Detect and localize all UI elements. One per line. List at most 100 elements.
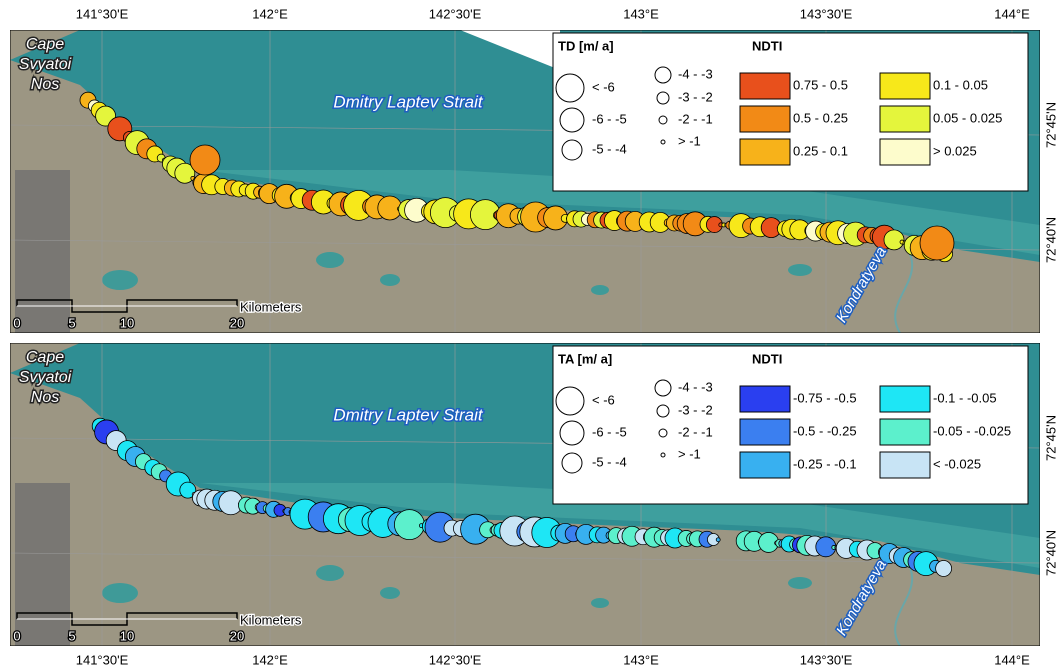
lon-tick-label: 143°30'E	[800, 652, 853, 667]
lake	[591, 285, 609, 295]
size-legend-label: -2 - -1	[678, 424, 713, 439]
place-label: Svyatoi	[19, 56, 72, 73]
color-legend-swatch	[740, 106, 790, 132]
scale-tick-label: 5	[68, 315, 75, 330]
size-legend-symbol	[661, 453, 665, 457]
erosion-point	[190, 145, 220, 175]
lon-tick-label: 142°E	[252, 652, 288, 667]
lake	[788, 264, 812, 276]
color-legend-swatch	[740, 452, 790, 478]
color-legend-label: 0.75 - 0.5	[793, 77, 848, 92]
color-legend-label: -0.5 - -0.25	[793, 423, 857, 438]
scale-tick-label: 5	[68, 628, 75, 643]
color-legend-label: -0.75 - -0.5	[793, 390, 857, 405]
place-label: Nos	[31, 76, 59, 93]
color-legend-label: 0.25 - 0.1	[793, 143, 848, 158]
lon-tick-label: 141°30'E	[76, 652, 129, 667]
strait-label: Dmitry Laptev Strait	[333, 405, 484, 424]
size-legend-title: TD [m/ a]	[558, 38, 614, 53]
color-legend-label: > 0.025	[933, 143, 977, 158]
lake	[788, 577, 812, 589]
size-legend-symbol	[655, 380, 671, 396]
lon-tick-label: 142°E	[252, 6, 288, 21]
lake	[102, 270, 138, 290]
place-label: Cape	[26, 349, 64, 366]
scale-tick-label: 0	[13, 628, 20, 643]
size-legend-label: -5 - -4	[592, 454, 627, 469]
figure: 141°30'E 141°30'E 142°E 142°E 142°30'E 142°30…	[0, 0, 1063, 671]
color-legend-swatch	[880, 386, 930, 412]
size-legend-symbol	[562, 453, 582, 473]
size-legend-label: -3 - -2	[678, 89, 713, 104]
color-legend-swatch	[740, 386, 790, 412]
size-legend-symbol	[556, 387, 584, 415]
erosion-point	[936, 560, 952, 576]
size-legend-label: -5 - -4	[592, 141, 627, 156]
lat-tick-label: 72°40'N	[1043, 530, 1058, 576]
erosion-point	[716, 538, 720, 542]
color-legend-swatch	[740, 139, 790, 165]
color-legend-label: -0.25 - -0.1	[793, 456, 857, 471]
size-legend-label: -6 - -5	[592, 111, 627, 126]
scale-tick-label: 0	[13, 315, 20, 330]
size-legend-symbol	[657, 405, 669, 417]
strait-label: Dmitry Laptev Strait	[333, 92, 484, 111]
lake	[316, 252, 344, 268]
place-label: Cape	[26, 36, 64, 53]
lake	[316, 565, 344, 581]
lon-tick-label: 144°E	[994, 6, 1030, 21]
size-legend-label: < -6	[592, 79, 615, 94]
size-legend-label: -2 - -1	[678, 111, 713, 126]
color-legend-label: 0.05 - 0.025	[933, 110, 1002, 125]
scale-tick-label: 10	[120, 315, 134, 330]
size-legend-symbol	[659, 116, 667, 124]
lake	[380, 587, 400, 599]
size-legend-symbol	[657, 92, 669, 104]
lat-tick-label: 72°45'N	[1043, 102, 1058, 148]
size-legend-symbol	[560, 108, 584, 132]
lon-tick-label: 143°E	[623, 652, 659, 667]
erosion-point	[920, 226, 954, 260]
color-legend-title: NDTI	[752, 38, 782, 53]
size-legend-symbol	[661, 140, 665, 144]
size-legend-symbol	[655, 67, 671, 83]
lon-tick-label: 141°30'E	[76, 6, 129, 21]
place-label: Svyatoi	[19, 369, 72, 386]
color-legend-label: 0.1 - 0.05	[933, 77, 988, 92]
scale-unit: Kilometers	[240, 299, 302, 314]
size-legend-label: > -1	[678, 446, 701, 461]
color-legend-swatch	[880, 452, 930, 478]
scale-unit: Kilometers	[240, 612, 302, 627]
size-legend-title: TA [m/ a]	[558, 351, 612, 366]
color-legend-swatch	[880, 73, 930, 99]
color-legend-label: < -0.025	[933, 456, 981, 471]
lon-tick-label: 142°30'E	[429, 6, 482, 21]
lake	[380, 274, 400, 286]
size-legend-label: -6 - -5	[592, 424, 627, 439]
color-legend-swatch	[880, 139, 930, 165]
lake	[591, 598, 609, 608]
size-legend-symbol	[562, 140, 582, 160]
scale-tick-label: 10	[120, 628, 134, 643]
lake	[102, 583, 138, 603]
size-legend-symbol	[659, 429, 667, 437]
scale-tick-label: 20	[230, 628, 244, 643]
lon-tick-label: 144°E	[994, 652, 1030, 667]
size-legend-label: -3 - -2	[678, 402, 713, 417]
lat-tick-label: 72°40'N	[1043, 217, 1058, 263]
color-legend-label: -0.1 - -0.05	[933, 390, 997, 405]
size-legend-label: -4 - -3	[678, 379, 713, 394]
color-legend-swatch	[740, 73, 790, 99]
lat-tick-label: 72°45'N	[1043, 415, 1058, 461]
size-legend-label: > -1	[678, 133, 701, 148]
color-legend-title: NDTI	[752, 351, 782, 366]
erosion-point	[884, 230, 904, 250]
size-legend-label: -4 - -3	[678, 66, 713, 81]
color-legend-label: 0.5 - 0.25	[793, 110, 848, 125]
color-legend-swatch	[880, 106, 930, 132]
color-legend-swatch	[740, 419, 790, 445]
lon-tick-label: 143°E	[623, 6, 659, 21]
lon-tick-label: 142°30'E	[429, 652, 482, 667]
size-legend-symbol	[556, 74, 584, 102]
